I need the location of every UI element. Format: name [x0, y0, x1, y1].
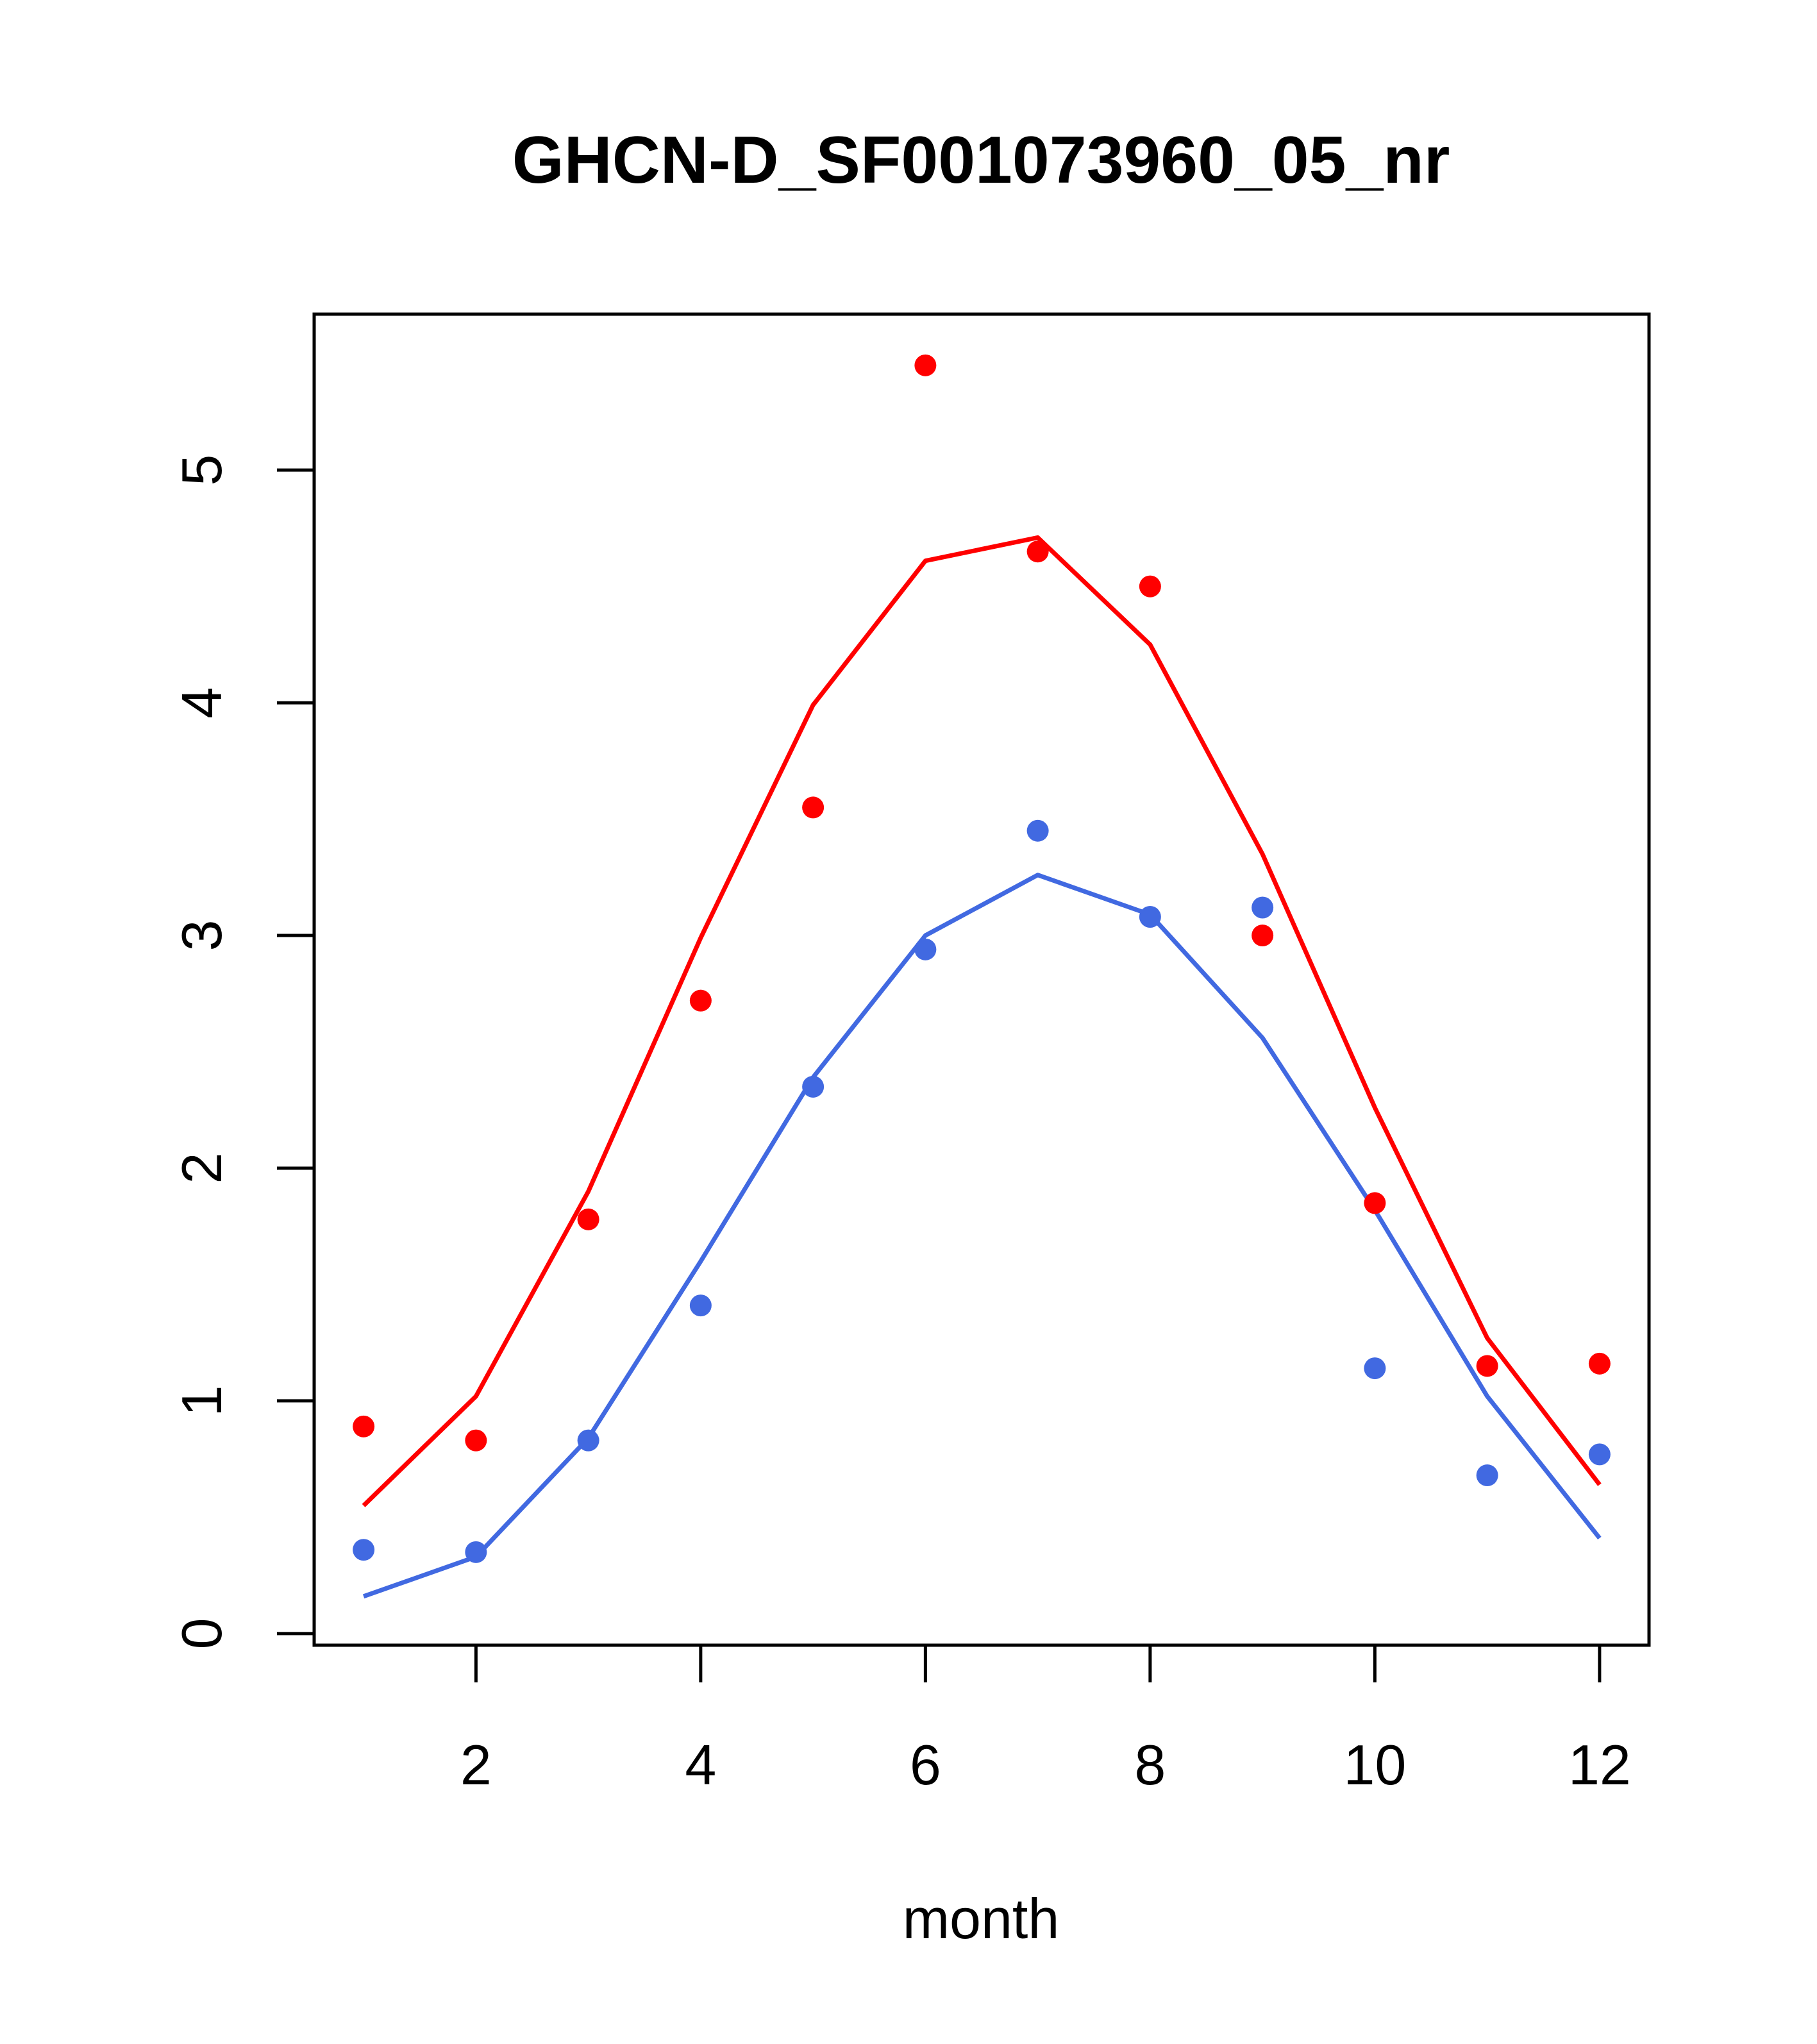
series-lines [362, 535, 1602, 1599]
series-2-point [465, 1541, 487, 1563]
series-2-point [1476, 1464, 1498, 1487]
plot-frame [312, 312, 1651, 1647]
y-tick-label: 3 [170, 920, 233, 951]
series-2-point [1252, 896, 1274, 919]
y-axis: 0 1 2 3 4 5 [170, 455, 316, 1649]
series-1-line [362, 535, 1602, 1507]
series-2-point [353, 1539, 375, 1561]
series-2-point [1026, 819, 1049, 842]
y-tick-label: 4 [170, 687, 233, 719]
series-1-point [1139, 575, 1161, 598]
series-1-point [914, 354, 937, 376]
series-1-point [465, 1429, 487, 1452]
x-tick-label: 8 [1134, 1733, 1166, 1797]
series-1-point [802, 796, 825, 819]
series-1-point [353, 1415, 375, 1437]
series-1-point [1476, 1355, 1498, 1377]
series-1-point [1026, 540, 1049, 563]
y-tick-label: 0 [170, 1618, 233, 1649]
series-1-point [1252, 925, 1274, 947]
x-tick-label: 12 [1568, 1733, 1631, 1797]
series-1-point [1364, 1192, 1386, 1214]
series-2-point [577, 1429, 599, 1452]
series-2-point [1139, 906, 1161, 928]
x-axis: 2 4 6 8 10 12 [460, 1643, 1631, 1797]
y-tick-label: 1 [170, 1385, 233, 1416]
x-tick-label: 6 [910, 1733, 941, 1797]
series-2-point [1588, 1443, 1611, 1466]
series-2-point [689, 1294, 712, 1317]
series-2-point [914, 938, 937, 960]
series-2-point [1364, 1357, 1386, 1380]
series-1-point [689, 989, 712, 1012]
series-1-point [1588, 1352, 1611, 1375]
x-tick-label: 2 [460, 1733, 492, 1797]
chart-title: GHCN-D_SF001073960_05_nr [512, 123, 1450, 197]
series-1-point [577, 1208, 599, 1230]
x-tick-label: 10 [1343, 1733, 1406, 1797]
y-tick-label: 2 [170, 1153, 233, 1184]
y-tick-label: 5 [170, 455, 233, 486]
x-tick-label: 4 [685, 1733, 716, 1797]
x-axis-label: month [903, 1887, 1060, 1950]
series-points [353, 354, 1611, 1563]
series-2-line [362, 873, 1602, 1599]
series-2-point [802, 1075, 825, 1098]
